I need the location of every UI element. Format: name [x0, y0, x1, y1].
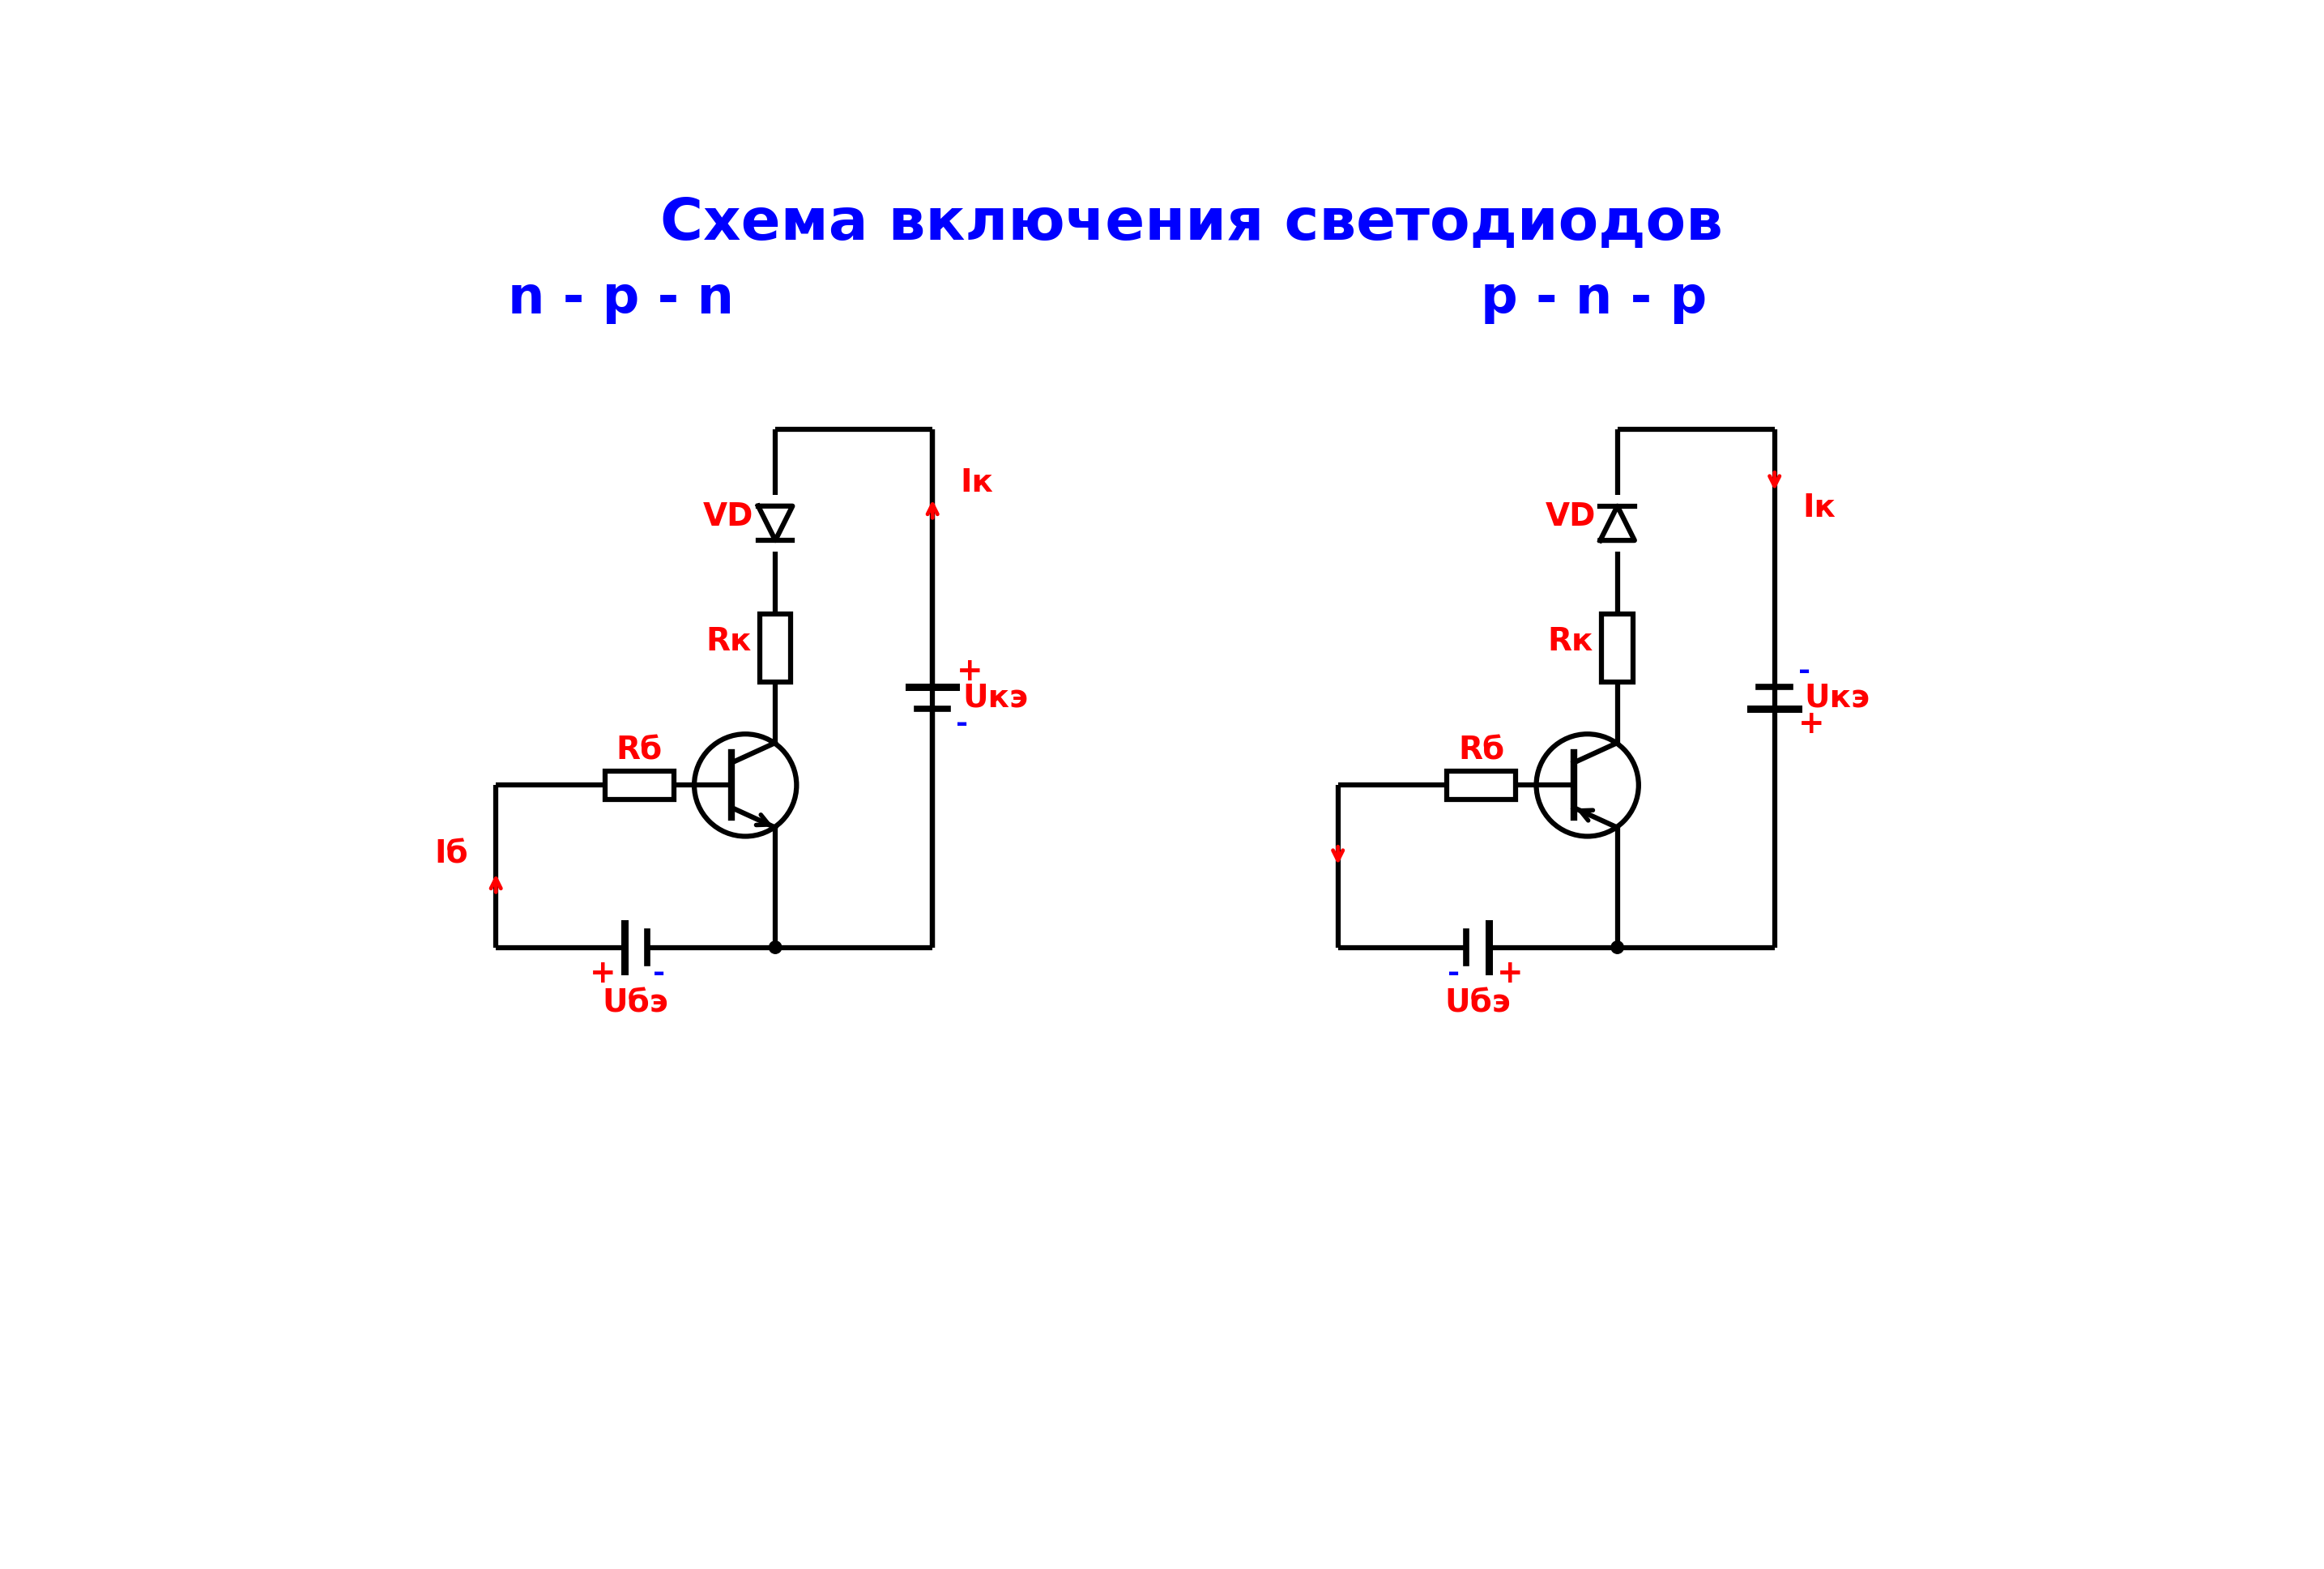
Text: +: +: [1799, 709, 1824, 739]
Text: -: -: [1448, 960, 1459, 987]
Bar: [1601, 613, 1634, 683]
Text: -: -: [653, 960, 665, 987]
Text: Uкэ: Uкэ: [1803, 683, 1871, 714]
Text: Rк: Rк: [706, 626, 751, 657]
Text: VD: VD: [704, 502, 753, 532]
Text: p - n - p: p - n - p: [1480, 273, 1706, 323]
Text: Iб: Iб: [435, 838, 467, 869]
Text: Iк: Iк: [1803, 493, 1836, 522]
Circle shape: [1536, 734, 1638, 836]
Text: VD: VD: [1545, 502, 1597, 532]
Bar: [604, 770, 674, 799]
Text: -: -: [955, 711, 969, 737]
Text: Схема включения светодиодов: Схема включения светодиодов: [660, 196, 1722, 251]
Text: Rб: Rб: [1457, 736, 1504, 766]
Text: Uбэ: Uбэ: [1446, 988, 1511, 1018]
Text: n - p - n: n - p - n: [507, 273, 734, 323]
Text: Iк: Iк: [960, 468, 995, 497]
Text: -: -: [1799, 657, 1810, 686]
Text: +: +: [955, 656, 983, 687]
Text: Rб: Rб: [616, 736, 662, 766]
Circle shape: [769, 941, 781, 954]
Text: Rк: Rк: [1548, 626, 1594, 657]
Text: +: +: [590, 959, 616, 988]
Circle shape: [695, 734, 797, 836]
Text: Uкэ: Uкэ: [962, 683, 1027, 714]
Circle shape: [1611, 941, 1624, 954]
Bar: [760, 613, 790, 683]
Text: +: +: [1497, 959, 1522, 988]
Text: Uбэ: Uбэ: [602, 988, 669, 1018]
Bar: [1448, 770, 1515, 799]
